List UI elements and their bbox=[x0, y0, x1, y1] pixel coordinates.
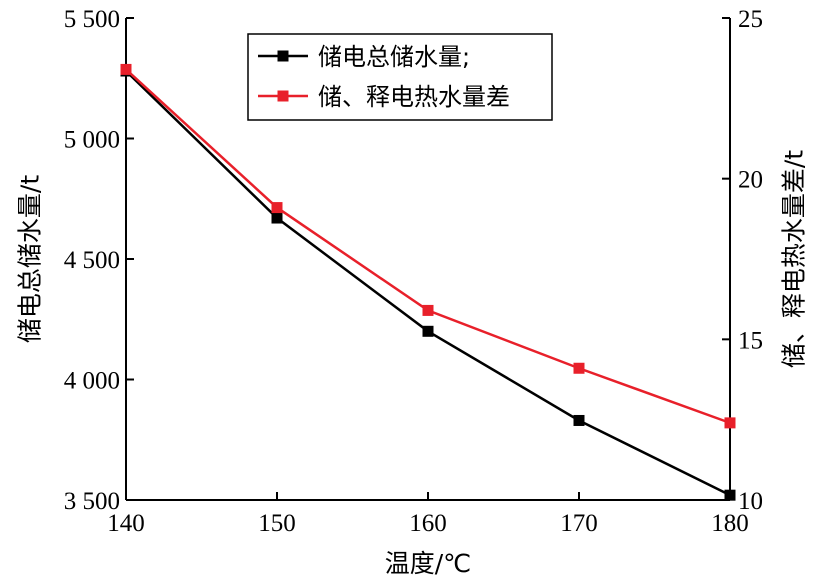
series-2-point bbox=[724, 417, 736, 429]
y-right-tick-label: 10 bbox=[738, 488, 763, 515]
legend-box bbox=[247, 33, 553, 121]
y-left-tick-label: 4 000 bbox=[64, 368, 120, 395]
series-2-point bbox=[271, 202, 283, 214]
y-left-tick-label: 5 500 bbox=[64, 6, 120, 33]
y-left-tick-label: 5 000 bbox=[64, 127, 120, 154]
y-right-tick-label: 20 bbox=[738, 167, 763, 194]
x-tick-label: 140 bbox=[107, 510, 145, 537]
x-tick-label: 180 bbox=[711, 510, 749, 537]
legend-label-1: 储电总储水量; bbox=[318, 43, 470, 71]
series-1-point bbox=[271, 212, 283, 224]
series-2-point bbox=[120, 63, 132, 75]
series-1-point bbox=[724, 489, 736, 501]
series-1-point bbox=[573, 414, 585, 426]
x-axis-title: 温度/℃ bbox=[385, 549, 472, 577]
y-right-tick-label: 25 bbox=[738, 6, 763, 33]
series-2-line bbox=[125, 68, 731, 425]
y-left-tick-label: 3 500 bbox=[64, 488, 120, 515]
legend-swatch-marker-2 bbox=[277, 90, 289, 102]
x-tick-label: 150 bbox=[258, 510, 296, 537]
series-1-point bbox=[422, 325, 434, 337]
legend-swatch-marker-1 bbox=[277, 50, 289, 62]
legend: 储电总储水量; 储、释电热水量差 bbox=[247, 33, 553, 121]
y-left-tick-label: 4 500 bbox=[64, 247, 120, 274]
series-1-line bbox=[125, 70, 731, 497]
x-tick-label: 160 bbox=[409, 510, 447, 537]
y-axis-right-title: 储、释电热水量差/t bbox=[780, 150, 809, 368]
series-2-point bbox=[573, 362, 585, 374]
series-2-point bbox=[422, 304, 434, 316]
y-right-tick-label: 15 bbox=[738, 327, 763, 354]
axes: 140 150 160 170 180 3 500 4 000 4 500 5 000 5 500… bbox=[16, 6, 809, 577]
y-axis-left-title: 储电总储水量/t bbox=[16, 175, 45, 343]
legend-label-2: 储、释电热水量差 bbox=[318, 83, 510, 111]
x-tick-label: 170 bbox=[560, 510, 598, 537]
series-layer bbox=[120, 63, 736, 501]
